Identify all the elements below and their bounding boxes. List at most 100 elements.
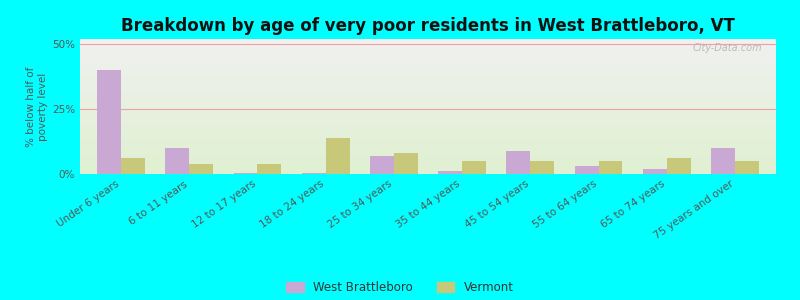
Bar (80, 121, 776, 123)
Bar (80, 64, 776, 66)
Bar (80, 50, 776, 51)
Bar (302, 173, 326, 174)
Bar (80, 135, 776, 136)
Bar (80, 171, 776, 173)
Bar (80, 137, 776, 139)
Bar (80, 130, 776, 131)
Bar (80, 117, 776, 119)
Bar (80, 163, 776, 164)
Bar (80, 140, 776, 142)
Bar (80, 167, 776, 169)
Bar (80, 82, 776, 83)
Bar (80, 162, 776, 163)
Bar (80, 97, 776, 98)
Bar (711, 148, 735, 174)
Bar (80, 124, 776, 125)
Bar (80, 158, 776, 159)
Bar (462, 161, 486, 174)
Bar (80, 100, 776, 101)
Bar (80, 131, 776, 132)
Bar (80, 118, 776, 120)
Bar (574, 166, 598, 174)
Bar (80, 55, 776, 56)
Bar (80, 142, 776, 143)
Bar (438, 171, 462, 174)
Bar (394, 153, 418, 174)
Bar (80, 157, 776, 158)
Bar (80, 93, 776, 94)
Bar (97, 70, 121, 174)
Bar (80, 89, 776, 90)
Bar (80, 103, 776, 104)
Bar (80, 150, 776, 151)
Bar (80, 63, 776, 64)
Bar (80, 66, 776, 67)
Bar (80, 70, 776, 71)
Bar (80, 86, 776, 88)
Bar (80, 152, 776, 154)
Bar (80, 88, 776, 89)
Bar (258, 164, 282, 174)
Bar (80, 164, 776, 166)
Bar (80, 48, 776, 50)
Bar (598, 161, 622, 174)
Bar (80, 136, 776, 137)
Bar (80, 101, 776, 102)
Bar (80, 105, 776, 106)
Bar (80, 96, 776, 97)
Bar (80, 73, 776, 74)
Bar (80, 128, 776, 130)
Bar (80, 74, 776, 75)
Bar (80, 146, 776, 147)
Bar (667, 158, 690, 174)
Bar (121, 158, 145, 174)
Bar (80, 111, 776, 112)
Bar (80, 123, 776, 124)
Bar (80, 132, 776, 134)
Bar (80, 94, 776, 96)
Bar (80, 108, 776, 109)
Bar (80, 155, 776, 156)
Bar (80, 92, 776, 93)
Bar (80, 59, 776, 61)
Bar (80, 85, 776, 86)
Bar (643, 169, 667, 174)
Bar (80, 109, 776, 111)
Bar (80, 43, 776, 44)
Bar (166, 148, 189, 174)
Bar (80, 112, 776, 113)
Bar (80, 56, 776, 58)
Bar (80, 78, 776, 80)
Bar (80, 125, 776, 127)
Y-axis label: % below half of
poverty level: % below half of poverty level (26, 66, 48, 147)
Bar (370, 156, 394, 174)
Bar (80, 144, 776, 145)
Bar (80, 46, 776, 47)
Bar (80, 115, 776, 116)
Bar (80, 104, 776, 105)
Title: Breakdown by age of very poor residents in West Brattleboro, VT: Breakdown by age of very poor residents … (121, 17, 735, 35)
Bar (80, 77, 776, 78)
Bar (80, 127, 776, 128)
Bar (506, 151, 530, 174)
Bar (80, 170, 776, 171)
Legend: West Brattleboro, Vermont: West Brattleboro, Vermont (286, 281, 514, 294)
Bar (189, 164, 213, 174)
Bar (80, 166, 776, 167)
Bar (326, 138, 350, 174)
Bar (80, 44, 776, 46)
Bar (530, 161, 554, 174)
Bar (80, 159, 776, 160)
Bar (80, 47, 776, 48)
Bar (80, 67, 776, 69)
Bar (80, 116, 776, 117)
Bar (80, 54, 776, 55)
Bar (80, 169, 776, 170)
Bar (80, 81, 776, 82)
Bar (80, 42, 776, 43)
Bar (80, 154, 776, 155)
Bar (80, 90, 776, 92)
Bar (80, 71, 776, 73)
Bar (80, 143, 776, 144)
Bar (80, 40, 776, 42)
